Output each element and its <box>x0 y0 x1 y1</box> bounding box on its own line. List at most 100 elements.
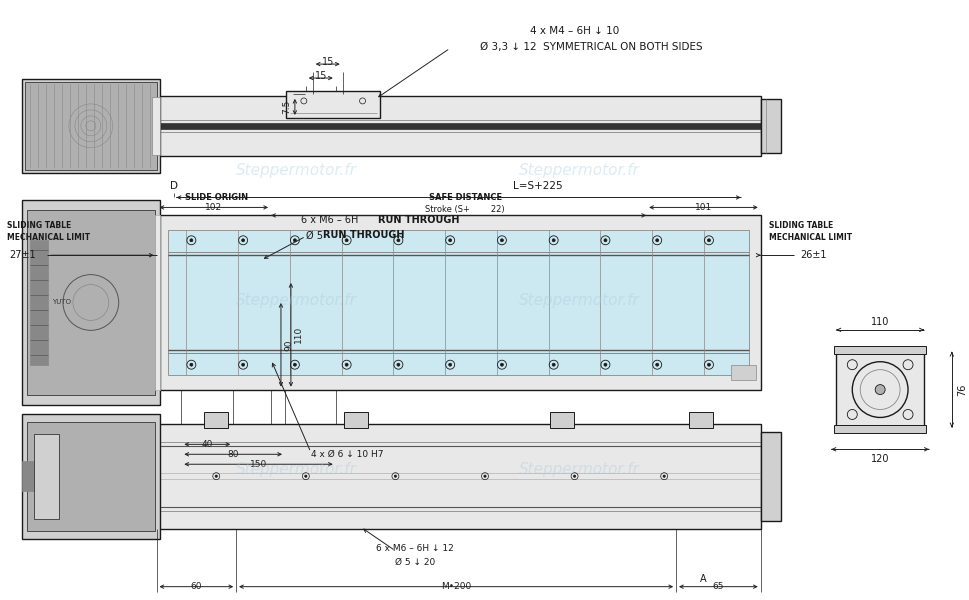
Text: RUN THROUGH: RUN THROUGH <box>323 230 404 241</box>
Text: MECHANICAL LIMIT: MECHANICAL LIMIT <box>767 233 851 242</box>
Text: D: D <box>171 181 178 191</box>
Text: SLIDE ORIGIN: SLIDE ORIGIN <box>184 193 247 202</box>
Circle shape <box>241 363 244 366</box>
Bar <box>30 240 48 365</box>
Bar <box>22 200 159 404</box>
Text: Ø 3,3 ↓ 12  SYMMETRICAL ON BOTH SIDES: Ø 3,3 ↓ 12 SYMMETRICAL ON BOTH SIDES <box>480 42 702 52</box>
Text: 76: 76 <box>955 383 966 396</box>
Circle shape <box>393 475 396 478</box>
Text: 80: 80 <box>227 450 238 459</box>
Circle shape <box>706 363 709 366</box>
Text: Stroke (S+        22): Stroke (S+ 22) <box>424 205 505 214</box>
Circle shape <box>190 363 193 366</box>
Text: 15: 15 <box>321 57 333 67</box>
Circle shape <box>604 239 607 242</box>
Bar <box>22 461 34 491</box>
Text: 120: 120 <box>870 454 889 464</box>
Circle shape <box>484 475 485 478</box>
Text: 65: 65 <box>712 582 724 591</box>
Circle shape <box>551 239 554 242</box>
Bar <box>343 412 367 428</box>
Text: 7.5: 7.5 <box>282 100 291 114</box>
Bar <box>688 412 712 428</box>
Text: 15: 15 <box>314 71 327 81</box>
Bar <box>27 422 154 531</box>
Bar <box>27 211 154 395</box>
Circle shape <box>655 239 658 242</box>
Text: Ø 5: Ø 5 <box>305 230 326 241</box>
Text: 6 x M6 – 6H ↓ 12: 6 x M6 – 6H ↓ 12 <box>376 544 453 553</box>
Text: 27±1: 27±1 <box>9 250 36 260</box>
Bar <box>34 434 59 519</box>
Bar <box>154 215 159 389</box>
Bar <box>156 123 760 129</box>
Circle shape <box>345 363 348 366</box>
Text: RUN THROUGH: RUN THROUGH <box>378 215 459 226</box>
Bar <box>286 91 380 118</box>
Circle shape <box>345 239 348 242</box>
Text: 110: 110 <box>870 317 889 327</box>
Text: 90: 90 <box>284 339 293 350</box>
Text: Steppermotor.fr: Steppermotor.fr <box>235 462 356 477</box>
Bar <box>156 96 760 155</box>
Bar <box>22 415 159 539</box>
Circle shape <box>396 239 399 242</box>
Circle shape <box>190 239 193 242</box>
Circle shape <box>662 475 665 478</box>
Text: 26±1: 26±1 <box>799 250 826 260</box>
Circle shape <box>500 363 503 366</box>
Bar <box>151 97 159 155</box>
Text: Steppermotor.fr: Steppermotor.fr <box>235 163 356 178</box>
Bar <box>156 424 760 529</box>
Bar <box>22 79 159 173</box>
Text: 60: 60 <box>190 582 202 591</box>
Circle shape <box>449 239 452 242</box>
Circle shape <box>241 239 244 242</box>
Bar <box>204 412 228 428</box>
Text: 101: 101 <box>694 203 711 212</box>
Text: 102: 102 <box>205 203 222 212</box>
Text: 40: 40 <box>202 440 213 449</box>
Bar <box>730 365 755 380</box>
Text: SAFE DISTANCE: SAFE DISTANCE <box>428 193 501 202</box>
Circle shape <box>293 239 297 242</box>
Bar <box>25 82 156 170</box>
Bar <box>156 215 760 389</box>
Circle shape <box>449 363 452 366</box>
Bar <box>549 412 573 428</box>
Text: SLIDING TABLE: SLIDING TABLE <box>767 221 832 230</box>
Bar <box>833 425 925 433</box>
Circle shape <box>604 363 607 366</box>
Text: YUTO: YUTO <box>52 299 72 305</box>
Text: Ø 5 ↓ 20: Ø 5 ↓ 20 <box>394 558 435 567</box>
Circle shape <box>396 363 399 366</box>
Bar <box>760 433 780 521</box>
Text: 4 x Ø 6 ↓ 10 H7: 4 x Ø 6 ↓ 10 H7 <box>310 450 383 459</box>
Text: 6 x M6 – 6H: 6 x M6 – 6H <box>300 215 361 226</box>
Text: 110: 110 <box>294 326 303 343</box>
Text: 4 x M4 – 6H ↓ 10: 4 x M4 – 6H ↓ 10 <box>529 26 618 36</box>
Circle shape <box>293 363 297 366</box>
Circle shape <box>551 363 554 366</box>
Text: L=S+225: L=S+225 <box>513 181 562 191</box>
Bar <box>835 352 923 427</box>
Text: A: A <box>699 574 705 584</box>
Bar <box>156 118 760 134</box>
Circle shape <box>874 385 885 395</box>
Text: 150: 150 <box>250 460 266 469</box>
Circle shape <box>304 475 307 478</box>
Bar <box>760 99 780 152</box>
Circle shape <box>573 475 576 478</box>
Text: Steppermotor.fr: Steppermotor.fr <box>518 163 640 178</box>
Text: Steppermotor.fr: Steppermotor.fr <box>518 462 640 477</box>
Circle shape <box>655 363 658 366</box>
Bar <box>169 230 748 374</box>
Text: M•200: M•200 <box>441 582 471 591</box>
Circle shape <box>706 239 709 242</box>
Text: Steppermotor.fr: Steppermotor.fr <box>235 292 356 307</box>
Circle shape <box>500 239 503 242</box>
Text: SLIDING TABLE: SLIDING TABLE <box>7 221 72 230</box>
Text: MECHANICAL LIMIT: MECHANICAL LIMIT <box>7 233 90 242</box>
Bar <box>833 346 925 354</box>
Circle shape <box>215 475 217 478</box>
